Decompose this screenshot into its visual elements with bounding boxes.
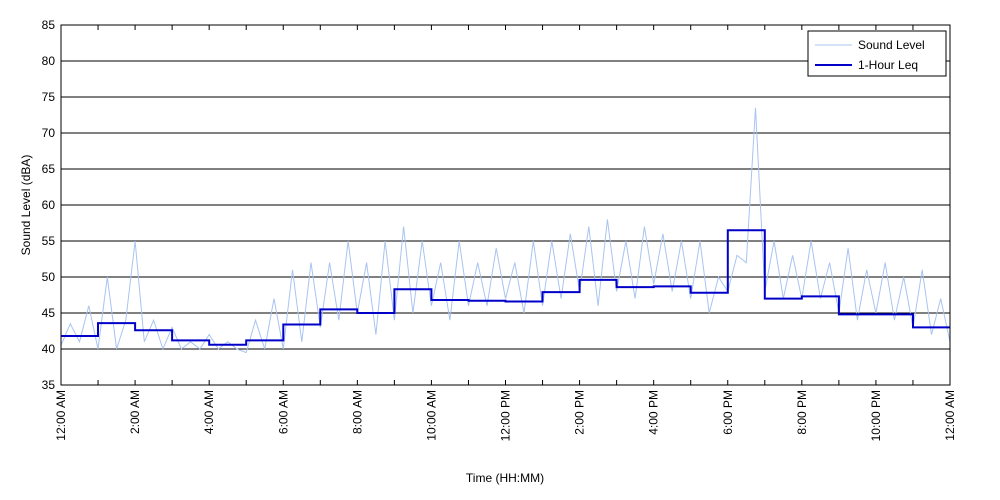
x-tick-label-1: 2:00 AM bbox=[128, 390, 142, 434]
leq-step-line bbox=[61, 229, 950, 346]
x-tick-label-4: 8:00 AM bbox=[350, 390, 364, 434]
x-tick-label-5: 10:00 AM bbox=[424, 390, 438, 441]
x-tick-label-8: 4:00 PM bbox=[647, 390, 661, 435]
legend-box bbox=[807, 30, 947, 77]
y-tick-label-70: 70 bbox=[42, 126, 56, 140]
x-tick-label-10: 8:00 PM bbox=[795, 390, 809, 435]
grid-layer bbox=[61, 60, 950, 350]
y-tick-label-65: 65 bbox=[42, 162, 56, 176]
y-tick-label-35: 35 bbox=[42, 378, 56, 392]
y-tick-label-50: 50 bbox=[42, 270, 56, 284]
x-tick-labels: 12:00 AM 2:00 AM 4:00 AM 6:00 AM 8:00 AM 10:0… bbox=[54, 390, 957, 441]
x-tick-label-12: 12:00 AM bbox=[943, 390, 957, 441]
legend-label-sound-level: Sound Level bbox=[858, 38, 925, 52]
y-axis-title: Sound Level (dBA) bbox=[19, 155, 33, 256]
axes-layer bbox=[60, 24, 951, 386]
y-tick-label-80: 80 bbox=[42, 54, 56, 68]
x-tick-label-7: 2:00 PM bbox=[573, 390, 587, 435]
y-tick-label-45: 45 bbox=[42, 306, 56, 320]
x-tick-label-2: 4:00 AM bbox=[202, 390, 216, 434]
x-tick-label-3: 6:00 AM bbox=[276, 390, 290, 434]
y-tick-label-75: 75 bbox=[42, 90, 56, 104]
y-tick-label-55: 55 bbox=[42, 234, 56, 248]
y-tick-label-85: 85 bbox=[42, 18, 56, 32]
y-tick-label-60: 60 bbox=[42, 198, 56, 212]
y-tick-label-40: 40 bbox=[42, 342, 56, 356]
x-tick-label-0: 12:00 AM bbox=[54, 390, 68, 441]
x-tick-label-9: 6:00 PM bbox=[721, 390, 735, 435]
y-tick-labels: 35 40 45 50 55 60 65 70 75 80 85 bbox=[42, 18, 56, 392]
x-tick-label-6: 12:00 PM bbox=[499, 390, 513, 441]
leq-series bbox=[61, 229, 950, 346]
legend-label-leq: 1-Hour Leq bbox=[858, 58, 918, 72]
x-tick-label-11: 10:00 PM bbox=[869, 390, 883, 441]
x-axis-title: Time (HH:MM) bbox=[466, 471, 544, 485]
legend: Sound Level 1-Hour Leq bbox=[807, 30, 947, 77]
